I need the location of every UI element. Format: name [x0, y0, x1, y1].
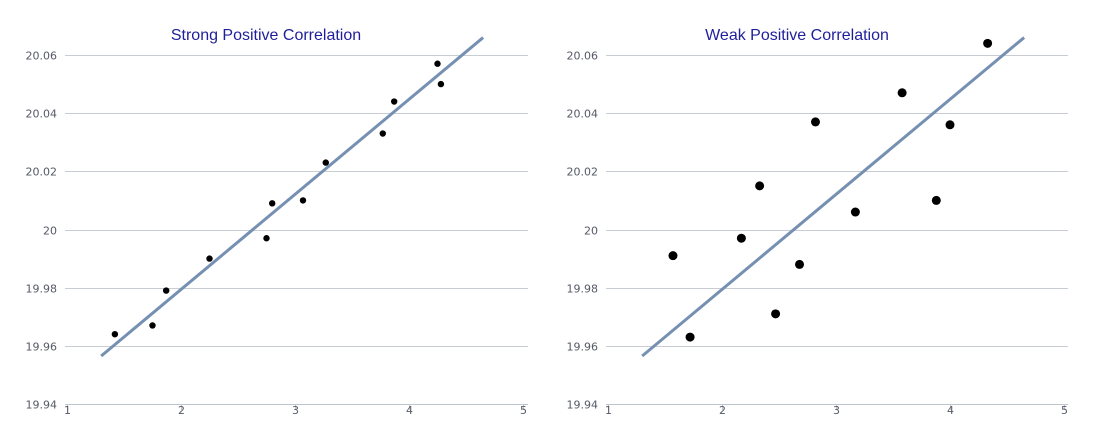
x-axis-ticks: 1 2 3 4 5 — [64, 404, 527, 417]
data-point — [162, 287, 170, 294]
y-tick-label: 20.04 — [567, 108, 599, 121]
y-tick-label: 19.94 — [26, 399, 58, 412]
trendline — [100, 36, 485, 358]
x-tick-label: 2 — [178, 404, 185, 417]
y-tick-label: 20.04 — [26, 108, 58, 121]
y-tick-label: 19.94 — [567, 399, 599, 412]
data-point — [755, 181, 765, 191]
x-tick-label: 3 — [292, 404, 299, 417]
data-point — [434, 60, 441, 67]
data-point — [379, 130, 386, 137]
x-tick-label: 1 — [64, 404, 71, 417]
y-tick-label: 19.96 — [26, 341, 58, 354]
grid-lines — [65, 55, 528, 405]
y-tick-label: 19.98 — [26, 283, 58, 296]
data-point — [736, 233, 746, 243]
data-point — [111, 331, 119, 338]
data-point — [771, 309, 781, 319]
y-tick-label: 20 — [584, 225, 598, 238]
y-axis-ticks: 19.94 19.96 19.98 20 20.02 20.04 20.06 — [26, 50, 58, 412]
trendline-layer — [100, 36, 485, 358]
y-axis-ticks: 19.94 19.96 19.98 20 20.02 20.04 20.06 — [567, 50, 599, 412]
x-axis-ticks: 1 2 3 4 5 — [605, 404, 1068, 417]
chart-title: Strong Positive Correlation — [171, 27, 361, 44]
data-point — [983, 38, 993, 48]
y-tick-label: 20.06 — [26, 50, 58, 63]
data-point — [269, 200, 276, 207]
data-points — [668, 38, 993, 342]
data-point — [322, 159, 329, 166]
data-point — [810, 117, 820, 127]
grid-lines — [606, 55, 1068, 405]
trendline-layer — [641, 36, 1026, 358]
x-tick-label: 3 — [833, 404, 840, 417]
x-tick-label: 4 — [406, 404, 413, 417]
data-point — [668, 251, 678, 261]
trendline — [641, 36, 1026, 358]
y-tick-label: 20 — [43, 225, 57, 238]
x-tick-label: 1 — [605, 404, 612, 417]
data-point — [437, 80, 445, 88]
data-point — [795, 259, 805, 269]
data-point — [390, 98, 398, 105]
y-tick-label: 20.02 — [567, 166, 599, 179]
x-tick-label: 5 — [520, 404, 527, 417]
data-point — [931, 195, 941, 205]
data-point — [206, 255, 213, 262]
x-tick-label: 4 — [947, 404, 954, 417]
data-point — [263, 235, 270, 242]
data-point — [897, 88, 907, 98]
chart-title: Weak Positive Correlation — [705, 27, 889, 44]
x-tick-label: 2 — [719, 404, 726, 417]
data-point — [149, 322, 156, 329]
data-point — [685, 332, 695, 342]
data-point — [850, 207, 860, 217]
data-point — [299, 197, 307, 204]
data-point — [945, 120, 955, 130]
y-tick-label: 19.98 — [567, 283, 599, 296]
y-tick-label: 20.06 — [567, 50, 599, 63]
y-tick-label: 19.96 — [567, 341, 599, 354]
y-tick-label: 20.02 — [26, 166, 58, 179]
x-tick-label: 5 — [1061, 404, 1068, 417]
data-points — [111, 60, 445, 338]
